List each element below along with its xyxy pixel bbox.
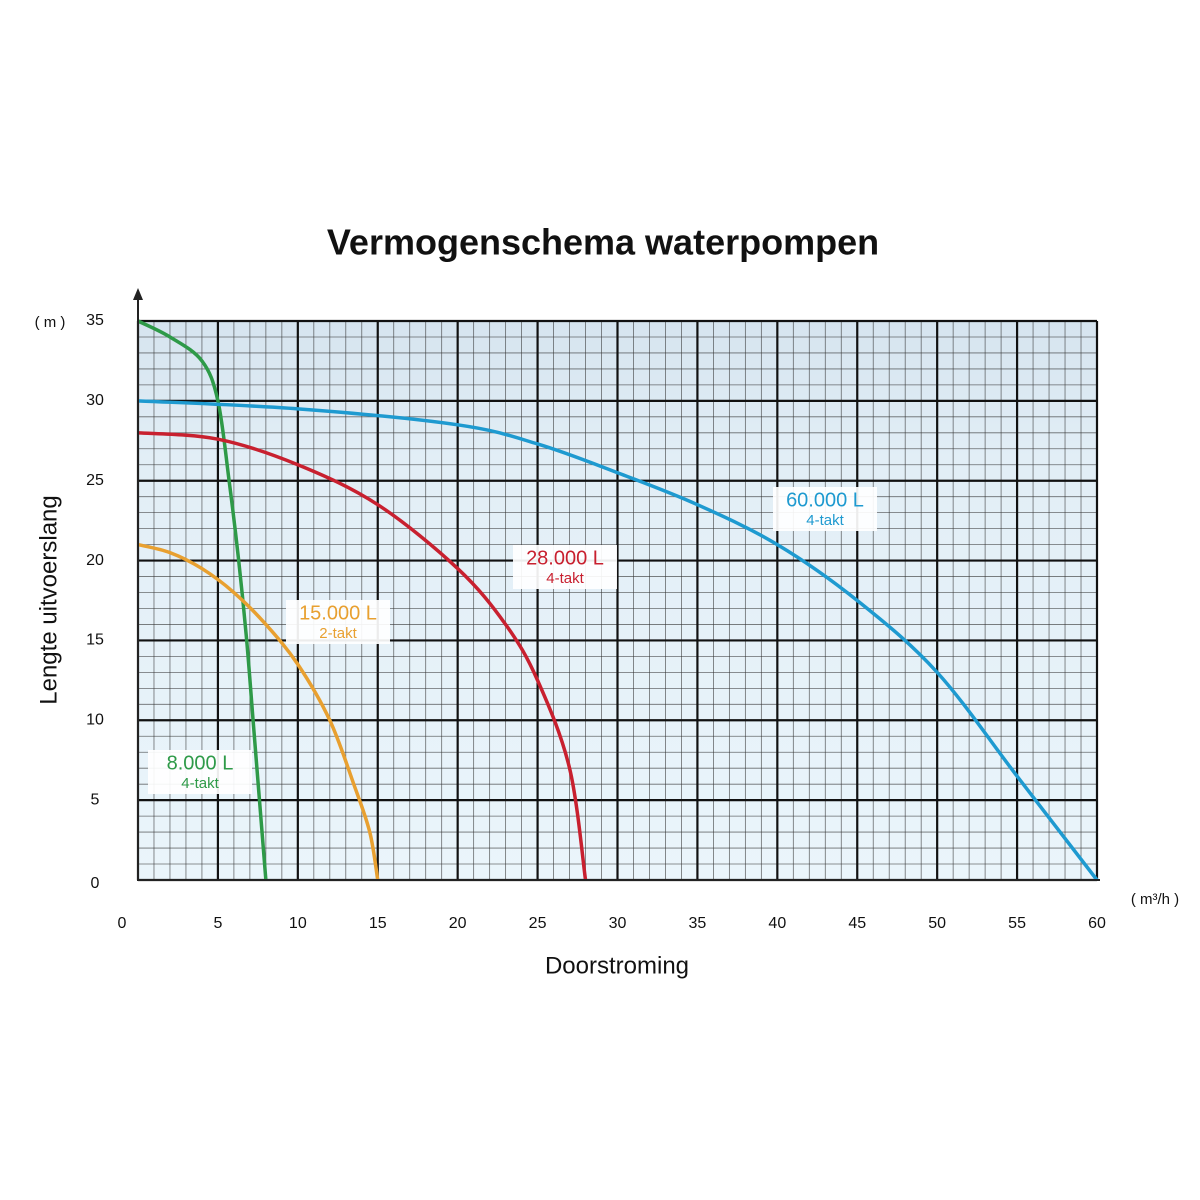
x-tick-label: 25 (529, 915, 547, 932)
x-tick-label: 45 (848, 915, 866, 932)
x-tick-label: 60 (1088, 915, 1106, 932)
y-axis-arrow (133, 288, 143, 300)
label-box (513, 545, 617, 589)
chart-title: Vermogenschema waterpompen (327, 222, 879, 263)
series-label: 28.000 L (526, 547, 604, 569)
series-line (137, 542, 380, 881)
series-line (137, 319, 268, 881)
y-tick-label: 20 (86, 552, 104, 569)
series-label: 60.000 L (786, 489, 864, 511)
y-tick-label: 35 (86, 312, 104, 329)
x-tick-label: 30 (609, 915, 627, 932)
series-label: 8.000 L (167, 752, 234, 774)
y-unit: ( m ) (35, 314, 66, 331)
label-box (286, 600, 390, 644)
x-unit: ( m³/h ) (1131, 891, 1179, 908)
x-tick-label: 20 (449, 915, 467, 932)
series-line (137, 399, 1099, 882)
x-axis-label: Doorstroming (545, 952, 689, 979)
series-label: 15.000 L (299, 602, 377, 624)
y-axis-label: Lengte uitvoerslang (35, 495, 62, 704)
series-note: 2-takt (319, 625, 357, 642)
x-tick-label: 35 (689, 915, 707, 932)
y-tick-label: 15 (86, 632, 104, 649)
x-tick-label: 40 (768, 915, 786, 932)
x-tick-label: 10 (289, 915, 307, 932)
grid (136, 319, 1099, 882)
x-tick-label: 15 (369, 915, 387, 932)
y-tick-label: 25 (86, 472, 104, 489)
label-box (773, 487, 877, 531)
series-note: 4-takt (181, 775, 219, 792)
series-line (137, 431, 588, 881)
y-tick-label: 30 (86, 392, 104, 409)
series-note: 4-takt (806, 512, 844, 529)
x-tick-label: 55 (1008, 915, 1026, 932)
y-tick-label: 5 (91, 791, 100, 808)
y-tick-label: 0 (91, 875, 100, 892)
x-tick-label: 50 (928, 915, 946, 932)
x-tick-label: 5 (213, 915, 222, 932)
x-tick-label: 0 (118, 915, 127, 932)
series-note: 4-takt (546, 570, 584, 587)
y-tick-label: 10 (86, 712, 104, 729)
label-box (148, 750, 252, 794)
